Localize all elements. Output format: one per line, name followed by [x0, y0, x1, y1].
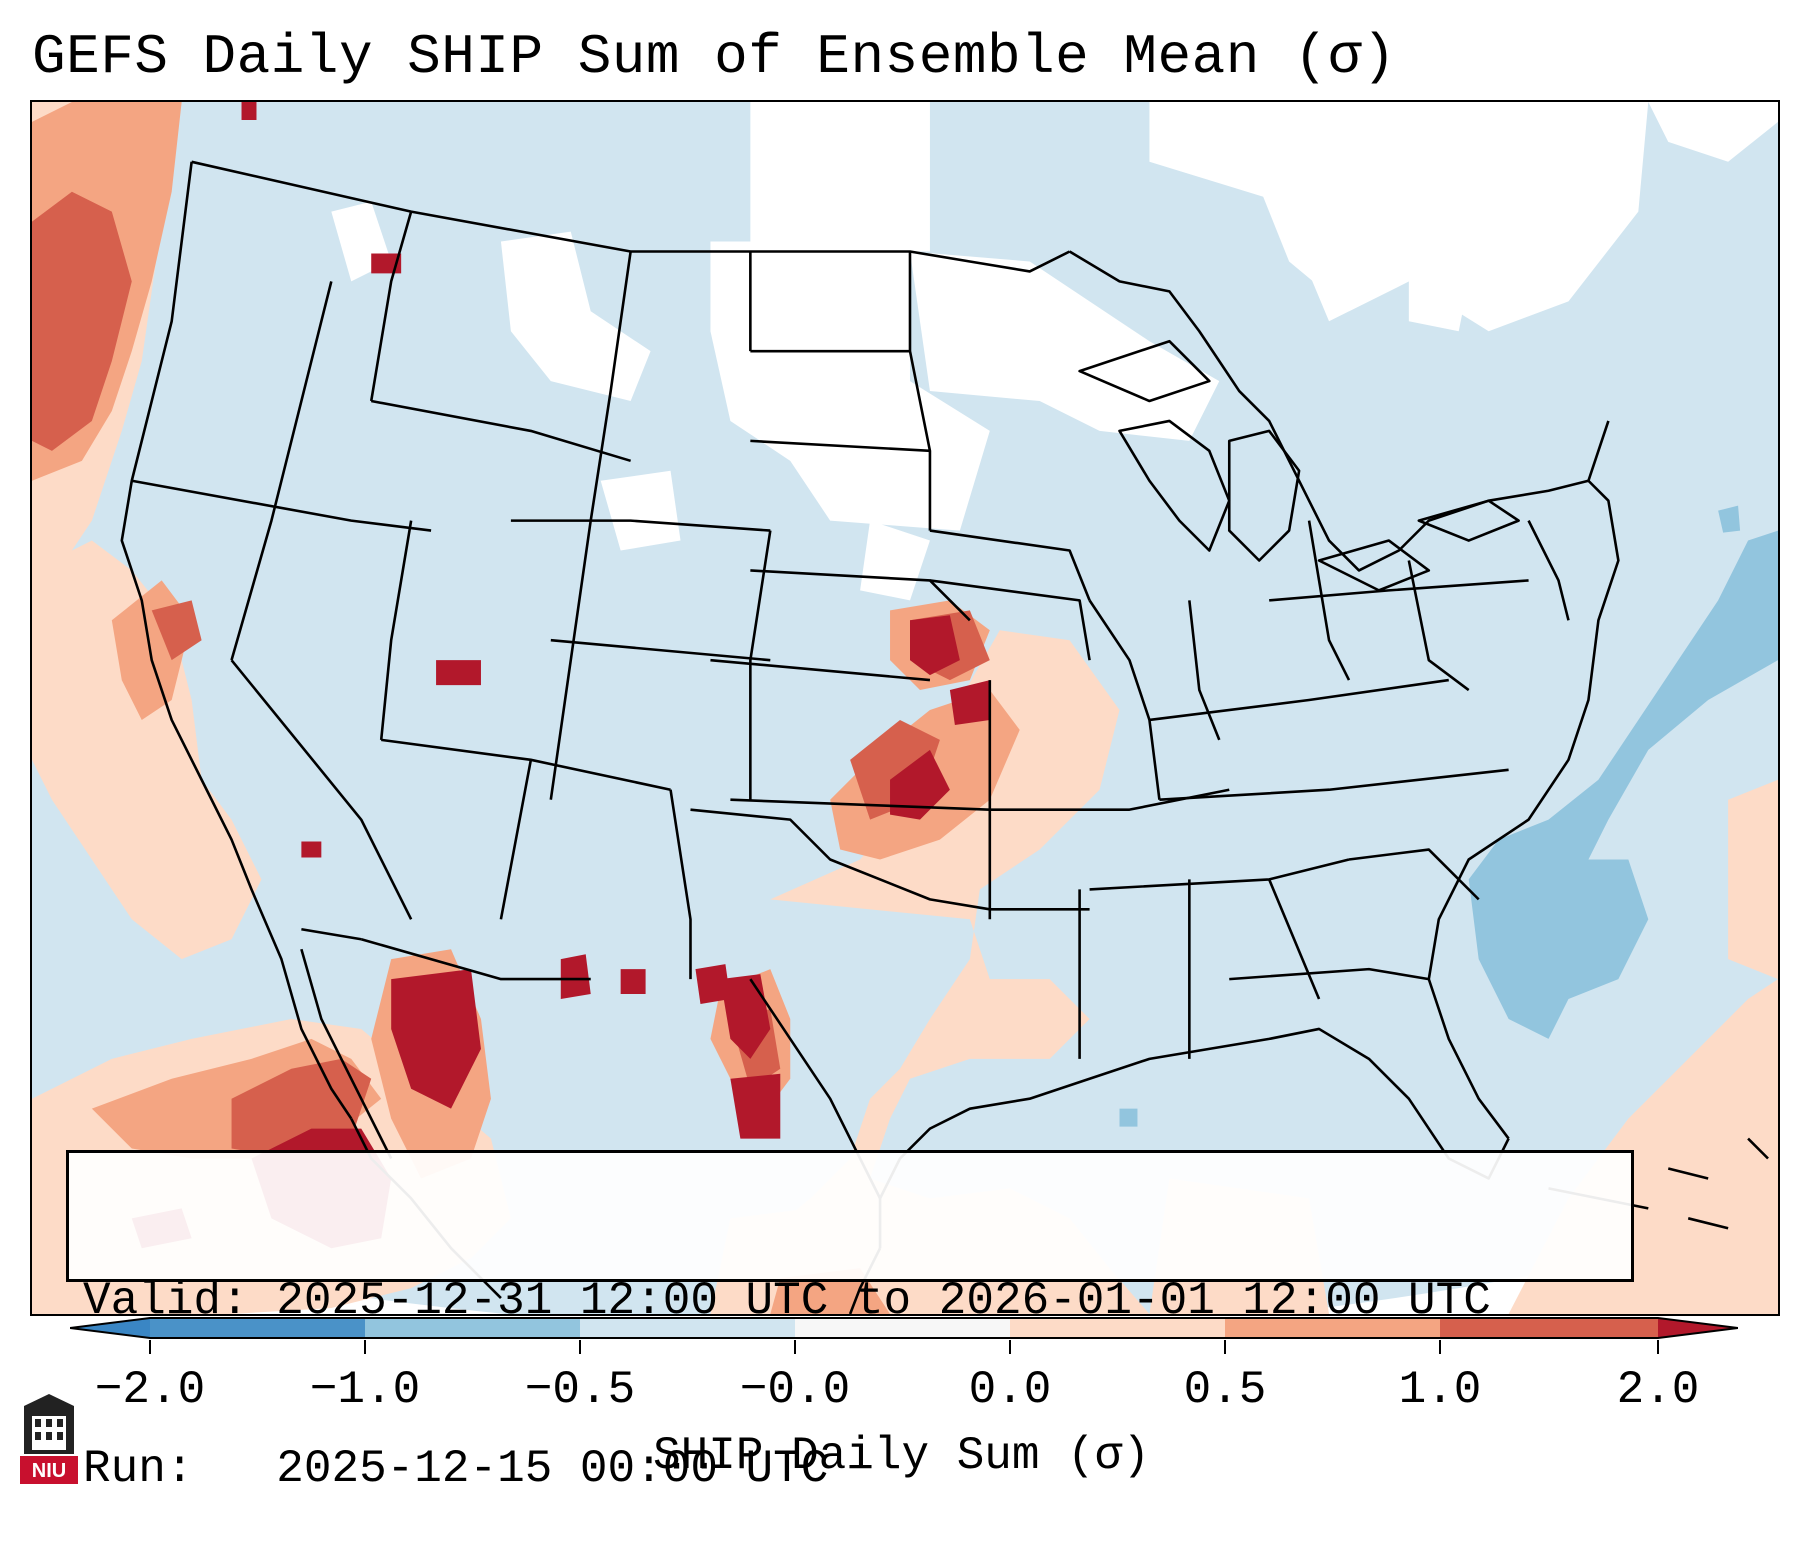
niu-logo-icon: NIU	[20, 1394, 78, 1484]
colorbar-extend-min	[70, 1318, 150, 1338]
colorbar-tick-mark	[1439, 1340, 1441, 1354]
run-row: Run: 2025-12-15 00:00 UTC	[83, 1441, 1617, 1497]
colorbar-tick-label: 0.0	[968, 1364, 1052, 1416]
valid-run-info: Valid: 2025-12-31 12:00 UTC to 2026-01-0…	[66, 1150, 1634, 1495]
colorbar-tick-label: −1.0	[309, 1364, 421, 1416]
map-panel	[30, 100, 1780, 1316]
colorbar-extend-max	[1658, 1318, 1738, 1338]
colorbar-outline	[70, 1317, 1738, 1339]
colorbar-segment	[1440, 1318, 1658, 1338]
colorbar-tick-mark	[579, 1340, 581, 1354]
map-canvas	[32, 102, 1778, 1314]
colorbar-tick-label: −0.5	[524, 1364, 636, 1416]
colorbar-tick-mark	[149, 1340, 151, 1354]
colorbar-tick-labels: −2.0 −1.0 −0.5 −0.0 0.0 0.5 1.0 2.0	[0, 1362, 1803, 1418]
colorbar-tick-label: −0.0	[739, 1364, 851, 1416]
page-title: GEFS Daily SHIP Sum of Ensemble Mean (σ)	[32, 25, 1397, 89]
colorbar-canvas	[70, 1317, 1738, 1339]
niu-logo-text: NIU	[32, 1460, 66, 1482]
colorbar-tick-mark	[794, 1340, 796, 1354]
colorbar-tick-label: 0.5	[1183, 1364, 1267, 1416]
colorbar-segment	[1010, 1318, 1225, 1338]
boundaries	[120, 160, 1769, 1314]
colorbar	[70, 1316, 1738, 1340]
colorbar-tick-mark	[1224, 1340, 1226, 1354]
run-label: Run:	[83, 1443, 194, 1495]
colorbar-segment	[580, 1318, 795, 1338]
colorbar-tick-mark	[1009, 1340, 1011, 1354]
colorbar-label: SHIP Daily Sum (σ)	[653, 1430, 1150, 1482]
colorbar-segment	[365, 1318, 580, 1338]
colorbar-tick-mark	[364, 1340, 366, 1354]
colorbar-tick-label: 1.0	[1398, 1364, 1482, 1416]
colorbar-segment	[795, 1318, 1010, 1338]
colorbar-tick-label: −2.0	[94, 1364, 206, 1416]
colorbar-segment	[150, 1318, 365, 1338]
niu-logo: NIU	[20, 1392, 78, 1484]
run-value: 2025-12-15 00:00 UTC	[276, 1443, 829, 1495]
colorbar-segment	[1225, 1318, 1440, 1338]
colorbar-tick-mark	[1657, 1340, 1659, 1354]
colorbar-tick-label: 2.0	[1616, 1364, 1700, 1416]
